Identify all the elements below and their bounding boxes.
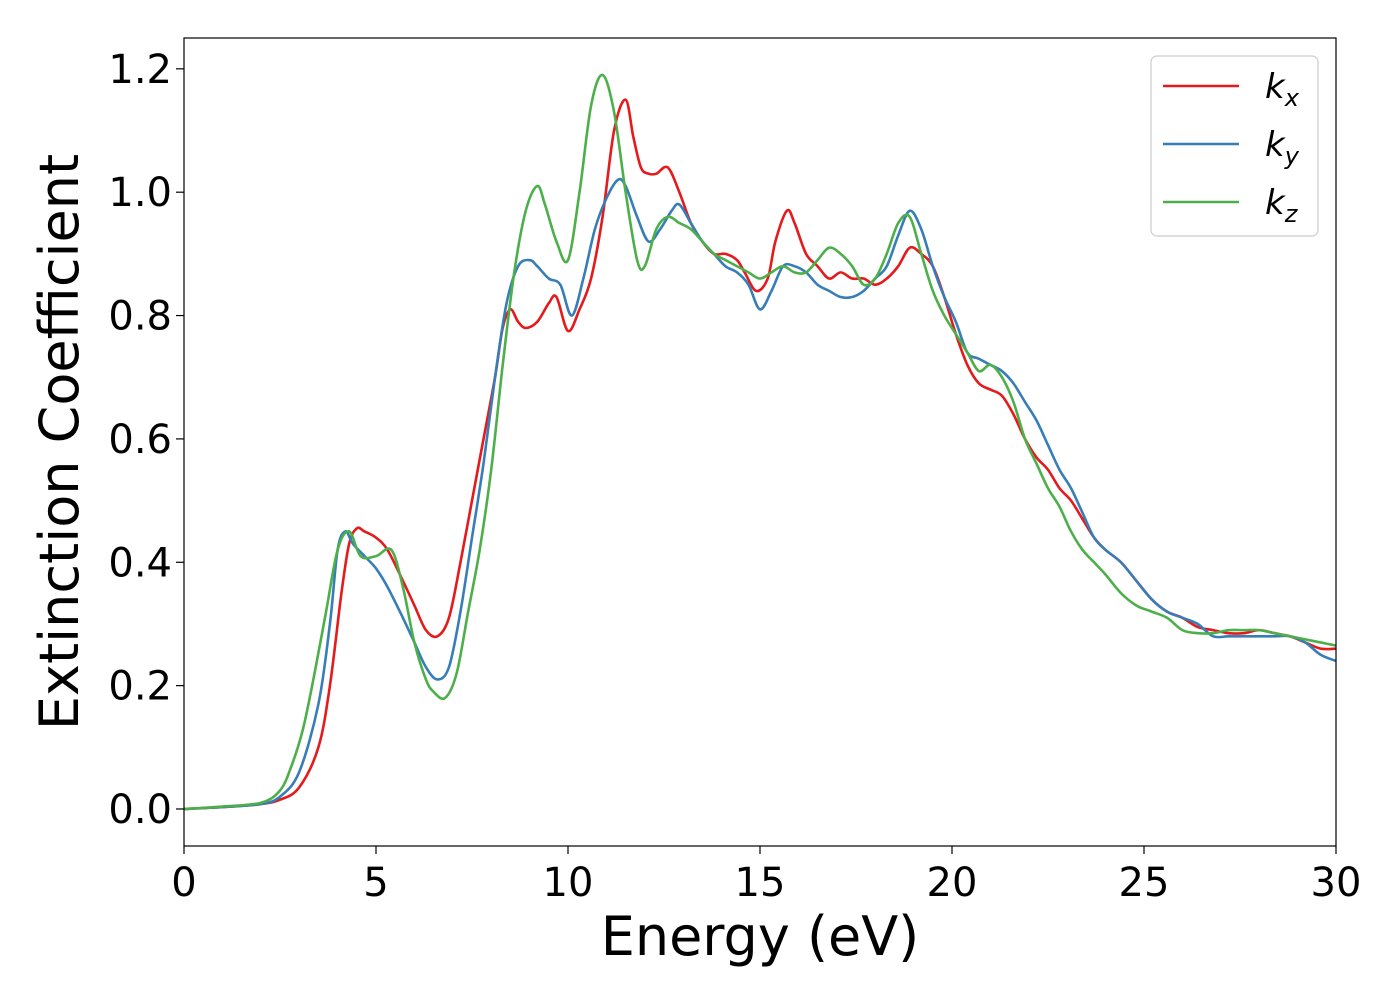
y-tick-label: 0.4 <box>108 540 172 586</box>
x-tick-label: 0 <box>171 860 196 906</box>
series-line-z <box>184 73 1336 811</box>
x-tick-label: 30 <box>1311 860 1362 906</box>
y-tick-label: 0.8 <box>108 294 172 340</box>
plot-area <box>184 38 1336 846</box>
legend-label-z: kz <box>1265 183 1299 228</box>
x-tick-label: 25 <box>1119 860 1170 906</box>
y-tick-label: 1.0 <box>108 170 172 216</box>
x-tick-label: 10 <box>543 860 594 906</box>
series-line-y <box>184 177 1336 811</box>
plot-background <box>184 38 1336 846</box>
y-tick-label: 0.6 <box>108 417 172 463</box>
x-tick-label: 15 <box>735 860 786 906</box>
x-axis-ticks: 0 5 10 15 20 25 30 <box>171 846 1361 906</box>
legend-label-y: ky <box>1265 125 1300 170</box>
legend: kx ky kz <box>1150 55 1319 237</box>
y-axis-ticks: 0.0 0.2 0.4 0.6 0.8 1.0 1.2 <box>108 47 184 833</box>
legend-label-x: kx <box>1265 67 1300 112</box>
y-tick-label: 0.0 <box>108 787 172 833</box>
y-axis-label: Extinction Coefficient <box>28 154 91 730</box>
x-tick-label: 5 <box>363 860 388 906</box>
y-tick-label: 0.2 <box>108 664 172 710</box>
y-tick-label: 1.2 <box>108 47 172 93</box>
x-axis-label: Energy (eV) <box>601 905 920 968</box>
legend-box <box>1150 55 1319 237</box>
series-lines <box>184 73 1336 811</box>
x-tick-label: 20 <box>927 860 978 906</box>
